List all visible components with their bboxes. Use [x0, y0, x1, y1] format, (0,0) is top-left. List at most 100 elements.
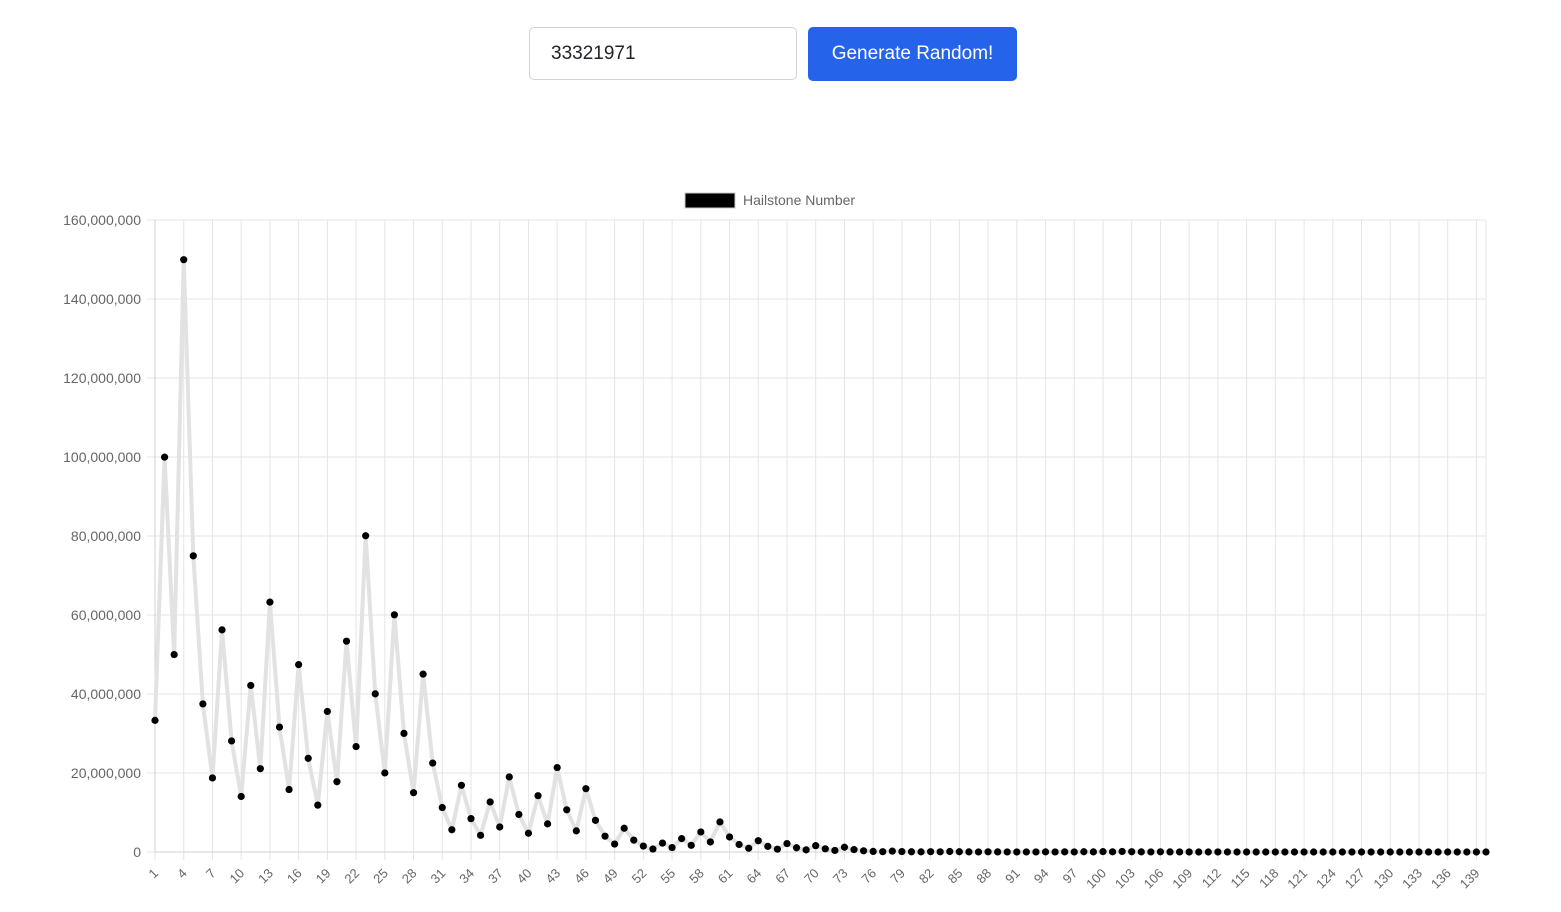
data-point[interactable]	[1367, 848, 1375, 856]
data-point[interactable]	[1310, 848, 1318, 856]
data-point[interactable]	[888, 847, 896, 855]
data-point[interactable]	[572, 827, 580, 835]
data-point[interactable]	[1243, 848, 1251, 856]
data-point[interactable]	[390, 611, 398, 619]
data-point[interactable]	[678, 835, 686, 843]
data-point[interactable]	[419, 670, 427, 678]
data-point[interactable]	[438, 803, 446, 812]
data-point[interactable]	[582, 785, 590, 793]
data-point[interactable]	[1195, 848, 1203, 856]
data-point[interactable]	[1099, 848, 1107, 856]
data-point[interactable]	[649, 845, 657, 853]
data-point[interactable]	[314, 801, 322, 809]
data-point[interactable]	[1041, 848, 1050, 856]
data-point[interactable]	[716, 818, 724, 826]
data-point[interactable]	[228, 737, 236, 745]
data-point[interactable]	[1214, 848, 1222, 856]
data-point[interactable]	[170, 650, 178, 659]
data-point[interactable]	[611, 840, 619, 848]
data-point[interactable]	[1156, 848, 1165, 856]
data-point[interactable]	[467, 815, 475, 823]
data-point[interactable]	[1252, 848, 1260, 856]
data-point[interactable]	[1319, 848, 1327, 856]
data-point[interactable]	[984, 848, 992, 856]
data-point[interactable]	[859, 847, 868, 855]
data-point[interactable]	[295, 660, 303, 669]
data-point[interactable]	[1482, 848, 1490, 856]
data-point[interactable]	[496, 823, 504, 831]
data-point[interactable]	[994, 848, 1002, 856]
data-point[interactable]	[1137, 848, 1145, 856]
data-point[interactable]	[1357, 848, 1366, 856]
data-point[interactable]	[371, 690, 379, 698]
data-point[interactable]	[802, 846, 810, 854]
data-point[interactable]	[1472, 848, 1481, 856]
data-point[interactable]	[1434, 848, 1442, 856]
data-point[interactable]	[534, 792, 542, 800]
data-point[interactable]	[620, 824, 628, 832]
data-point[interactable]	[879, 848, 887, 856]
data-point[interactable]	[151, 716, 159, 724]
data-point[interactable]	[1080, 848, 1088, 856]
data-point[interactable]	[1444, 848, 1452, 856]
data-point[interactable]	[524, 829, 533, 837]
data-point[interactable]	[639, 842, 647, 850]
data-point[interactable]	[1013, 848, 1021, 856]
data-point[interactable]	[927, 848, 935, 856]
data-point[interactable]	[381, 769, 389, 777]
generate-random-button[interactable]: Generate Random!	[808, 27, 1017, 81]
data-point[interactable]	[907, 848, 916, 856]
data-point[interactable]	[1377, 848, 1385, 856]
data-point[interactable]	[812, 842, 820, 850]
data-point[interactable]	[735, 840, 743, 849]
data-point[interactable]	[668, 843, 676, 852]
data-point[interactable]	[199, 700, 207, 708]
data-point[interactable]	[1329, 848, 1337, 856]
data-point[interactable]	[687, 841, 695, 849]
data-point[interactable]	[544, 820, 552, 828]
data-point[interactable]	[1233, 848, 1241, 856]
data-point[interactable]	[266, 598, 274, 606]
data-point[interactable]	[1281, 848, 1289, 856]
data-point[interactable]	[1415, 848, 1423, 856]
data-point[interactable]	[974, 848, 983, 856]
data-point[interactable]	[1300, 848, 1308, 856]
data-point[interactable]	[1290, 848, 1299, 856]
data-point[interactable]	[323, 707, 331, 716]
data-point[interactable]	[1003, 848, 1011, 856]
data-point[interactable]	[840, 843, 849, 851]
data-point[interactable]	[1262, 848, 1270, 856]
data-point[interactable]	[1032, 848, 1040, 856]
data-point[interactable]	[1348, 848, 1356, 856]
data-point[interactable]	[706, 838, 714, 846]
data-point[interactable]	[304, 754, 312, 762]
data-point[interactable]	[208, 774, 217, 782]
data-point[interactable]	[1070, 848, 1078, 856]
data-point[interactable]	[285, 785, 293, 794]
data-point[interactable]	[754, 837, 762, 845]
data-point[interactable]	[1453, 848, 1461, 856]
data-point[interactable]	[1051, 848, 1059, 856]
chart-legend[interactable]: Hailstone Number	[684, 192, 855, 209]
data-point[interactable]	[831, 846, 839, 855]
data-point[interactable]	[764, 842, 772, 850]
data-point[interactable]	[821, 845, 829, 853]
data-point[interactable]	[591, 816, 600, 824]
data-point[interactable]	[630, 836, 638, 844]
data-point[interactable]	[429, 759, 437, 767]
data-point[interactable]	[160, 453, 169, 461]
data-point[interactable]	[553, 763, 561, 772]
data-point[interactable]	[1223, 848, 1232, 856]
data-point[interactable]	[965, 848, 973, 856]
data-point[interactable]	[362, 532, 370, 540]
data-point[interactable]	[792, 844, 801, 852]
data-point[interactable]	[275, 723, 284, 731]
data-point[interactable]	[1061, 848, 1069, 856]
data-point[interactable]	[1424, 848, 1433, 856]
data-point[interactable]	[515, 810, 523, 819]
data-point[interactable]	[256, 765, 264, 773]
data-point[interactable]	[1396, 848, 1404, 856]
data-point[interactable]	[1128, 848, 1136, 856]
data-point[interactable]	[333, 778, 341, 786]
number-input[interactable]	[529, 27, 797, 80]
